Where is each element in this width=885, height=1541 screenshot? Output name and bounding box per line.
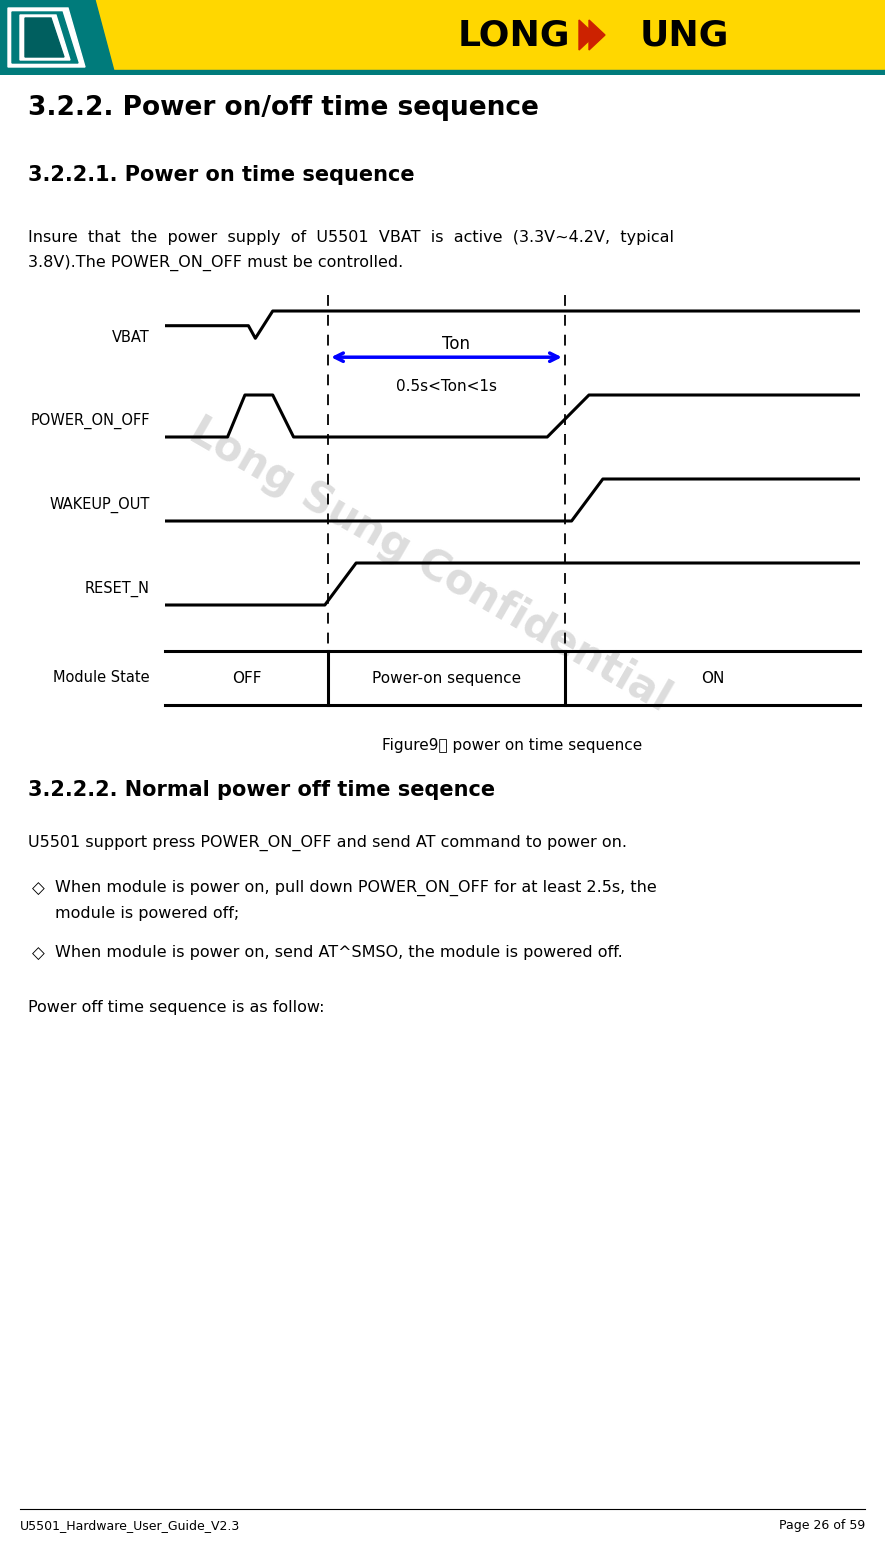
Polygon shape: [8, 8, 85, 66]
Polygon shape: [0, 0, 115, 76]
Polygon shape: [579, 20, 595, 49]
Text: module is powered off;: module is powered off;: [55, 906, 239, 922]
Text: 3.2.2.1. Power on time sequence: 3.2.2.1. Power on time sequence: [28, 165, 415, 185]
Polygon shape: [20, 15, 70, 60]
Text: ◇: ◇: [32, 880, 44, 898]
Text: POWER_ON_OFF: POWER_ON_OFF: [30, 413, 150, 428]
Text: 3.8V).The POWER_ON_OFF must be controlled.: 3.8V).The POWER_ON_OFF must be controlle…: [28, 254, 404, 271]
Bar: [0, 69, 885, 76]
Polygon shape: [12, 12, 78, 63]
Text: Power off time sequence is as follow:: Power off time sequence is as follow:: [28, 1000, 325, 1016]
Text: LONG: LONG: [458, 18, 570, 52]
Text: Power-on sequence: Power-on sequence: [372, 670, 521, 686]
Text: 3.2.2.2. Normal power off time seqence: 3.2.2.2. Normal power off time seqence: [28, 780, 495, 800]
Text: RESET_N: RESET_N: [85, 581, 150, 596]
Text: OFF: OFF: [232, 670, 261, 686]
Polygon shape: [589, 20, 605, 49]
Text: Page 26 of 59: Page 26 of 59: [779, 1519, 865, 1532]
Text: Figure9： power on time sequence: Figure9： power on time sequence: [382, 738, 643, 754]
Polygon shape: [25, 18, 64, 57]
Text: VBAT: VBAT: [112, 330, 150, 345]
Text: U5501_Hardware_User_Guide_V2.3: U5501_Hardware_User_Guide_V2.3: [20, 1519, 240, 1532]
Text: Long Sung Confidential: Long Sung Confidential: [182, 410, 678, 720]
Text: 0.5s<Ton<1s: 0.5s<Ton<1s: [396, 379, 497, 394]
Text: ON: ON: [701, 670, 724, 686]
Text: ◇: ◇: [32, 945, 44, 963]
Text: Module State: Module State: [53, 670, 150, 686]
Text: When module is power on, pull down POWER_ON_OFF for at least 2.5s, the: When module is power on, pull down POWER…: [55, 880, 657, 897]
Text: Ton: Ton: [442, 336, 471, 353]
Text: UNG: UNG: [640, 18, 729, 52]
Text: 3.2.2. Power on/off time sequence: 3.2.2. Power on/off time sequence: [28, 96, 539, 122]
Text: U5501 support press POWER_ON_OFF and send AT command to power on.: U5501 support press POWER_ON_OFF and sen…: [28, 835, 627, 851]
Text: WAKEUP_OUT: WAKEUP_OUT: [50, 496, 150, 513]
Text: When module is power on, send AT^SMSO, the module is powered off.: When module is power on, send AT^SMSO, t…: [55, 945, 623, 960]
Text: Insure  that  the  power  supply  of  U5501  VBAT  is  active  (3.3V~4.2V,  typi: Insure that the power supply of U5501 VB…: [28, 230, 674, 245]
